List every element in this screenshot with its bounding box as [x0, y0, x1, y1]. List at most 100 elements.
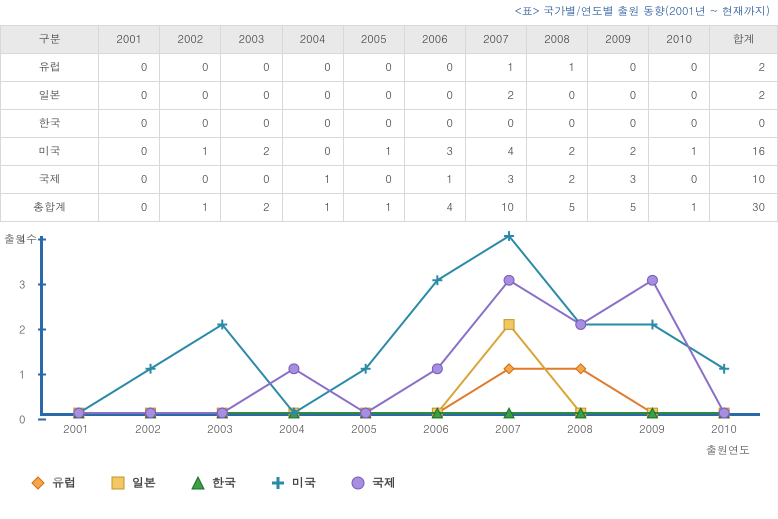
cell-value: 0	[343, 166, 404, 194]
cell-value: 0	[160, 166, 221, 194]
col-header-year: 2001	[99, 26, 160, 54]
cell-total: 2	[710, 82, 778, 110]
cell-value: 4	[404, 194, 465, 222]
series-marker	[576, 320, 586, 330]
row-label: 일본	[1, 82, 99, 110]
cell-value: 10	[465, 194, 526, 222]
cell-value: 0	[343, 82, 404, 110]
x-axis-label: 출원연도	[40, 443, 760, 458]
cell-total: 30	[710, 194, 778, 222]
cell-total: 16	[710, 138, 778, 166]
chart-plot: 01234	[40, 236, 760, 416]
series-marker	[146, 408, 156, 418]
legend-label: 국제	[372, 474, 396, 491]
cell-value: 1	[160, 138, 221, 166]
cell-value: 1	[404, 166, 465, 194]
x-tick: 2009	[616, 422, 688, 437]
cell-value: 0	[99, 166, 160, 194]
cell-value: 0	[160, 82, 221, 110]
cell-value: 0	[160, 110, 221, 138]
x-tick: 2007	[472, 422, 544, 437]
cell-value: 1	[160, 194, 221, 222]
col-header-year: 2006	[404, 26, 465, 54]
chart: 출원수 01234 200120022003200420052006200720…	[0, 236, 778, 458]
cell-value: 1	[526, 54, 587, 82]
legend-item: 일본	[110, 474, 156, 491]
series-marker	[647, 320, 657, 330]
cell-value: 0	[99, 138, 160, 166]
legend-label: 유럽	[52, 474, 76, 491]
cell-value: 0	[649, 54, 710, 82]
cell-total: 0	[710, 110, 778, 138]
cell-value: 1	[343, 194, 404, 222]
cell-value: 1	[465, 54, 526, 82]
cell-value: 0	[649, 166, 710, 194]
series-marker	[289, 364, 299, 374]
x-tick: 2006	[400, 422, 472, 437]
cell-value: 1	[343, 138, 404, 166]
row-label: 미국	[1, 138, 99, 166]
col-header-year: 2008	[526, 26, 587, 54]
cell-value: 0	[282, 82, 343, 110]
cell-value: 0	[343, 54, 404, 82]
series-marker	[432, 364, 442, 374]
cell-value: 0	[282, 110, 343, 138]
cell-value: 0	[343, 110, 404, 138]
series-marker	[217, 408, 227, 418]
chart-svg	[43, 236, 760, 413]
series-marker	[647, 275, 657, 285]
cell-value: 1	[282, 166, 343, 194]
cell-value: 0	[588, 54, 649, 82]
col-header-year: 2003	[221, 26, 282, 54]
legend-marker-icon	[110, 475, 126, 491]
legend: 유럽 일본 한국 미국 국제	[0, 474, 778, 491]
series-marker	[504, 320, 514, 330]
x-tick: 2002	[112, 422, 184, 437]
row-label: 국제	[1, 166, 99, 194]
cell-value: 3	[404, 138, 465, 166]
cell-total: 2	[710, 54, 778, 82]
cell-value: 2	[465, 82, 526, 110]
cell-value: 1	[282, 194, 343, 222]
series-marker	[504, 364, 514, 374]
cell-value: 0	[221, 110, 282, 138]
cell-value: 3	[465, 166, 526, 194]
row-label: 한국	[1, 110, 99, 138]
x-tick: 2010	[688, 422, 760, 437]
table-row: 미국012013422116	[1, 138, 778, 166]
cell-value: 0	[588, 110, 649, 138]
cell-value: 0	[465, 110, 526, 138]
legend-marker-icon	[30, 475, 46, 491]
cell-value: 2	[526, 138, 587, 166]
data-table: 구분20012002200320042005200620072008200920…	[0, 25, 778, 222]
cell-value: 4	[465, 138, 526, 166]
row-label: 총합계	[1, 194, 99, 222]
series-marker	[74, 408, 84, 418]
x-tick: 2004	[256, 422, 328, 437]
cell-value: 0	[160, 54, 221, 82]
series-marker	[719, 364, 729, 374]
table-header-row: 구분20012002200320042005200620072008200920…	[1, 26, 778, 54]
row-label: 유럽	[1, 54, 99, 82]
cell-value: 0	[404, 110, 465, 138]
series-marker	[504, 275, 514, 285]
cell-value: 0	[588, 82, 649, 110]
cell-value: 1	[649, 194, 710, 222]
legend-item: 한국	[190, 474, 236, 491]
cell-value: 0	[99, 54, 160, 82]
cell-value: 5	[588, 194, 649, 222]
cell-value: 0	[282, 54, 343, 82]
col-header-total: 합계	[710, 26, 778, 54]
cell-value: 2	[221, 138, 282, 166]
cell-value: 0	[649, 82, 710, 110]
page-title: <표> 국가별/연도별 출원 동향(2001년 ~ 현재까지)	[0, 0, 778, 25]
legend-label: 일본	[132, 474, 156, 491]
series-marker	[719, 408, 729, 418]
legend-label: 미국	[292, 474, 316, 491]
table-row: 한국00000000000	[1, 110, 778, 138]
y-tick: 0	[19, 413, 25, 428]
series-marker	[576, 364, 586, 374]
cell-value: 3	[588, 166, 649, 194]
legend-item: 국제	[350, 474, 396, 491]
table-body: 유럽00000011002일본00000020002한국00000000000미…	[1, 54, 778, 222]
